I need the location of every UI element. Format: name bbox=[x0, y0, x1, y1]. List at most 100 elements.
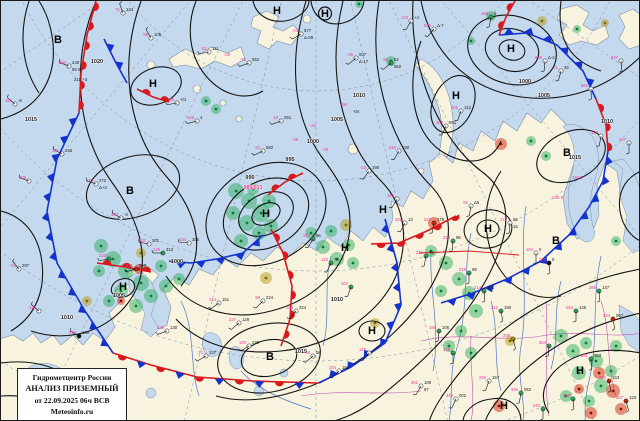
svg-text:251: 251 bbox=[411, 380, 419, 385]
svg-text:243: 243 bbox=[533, 403, 541, 408]
svg-text:112: 112 bbox=[464, 105, 471, 110]
svg-text:178: 178 bbox=[443, 347, 451, 352]
svg-text:75: 75 bbox=[429, 250, 434, 255]
svg-text:211: 211 bbox=[491, 305, 498, 310]
svg-text:0: 0 bbox=[494, 11, 497, 16]
svg-text:98: 98 bbox=[383, 57, 388, 62]
svg-text:-10: -10 bbox=[360, 165, 367, 170]
svg-text:297: 297 bbox=[22, 263, 30, 268]
svg-text:-45: -45 bbox=[347, 52, 354, 57]
svg-text:194: 194 bbox=[526, 247, 534, 252]
svg-text:91: 91 bbox=[463, 200, 468, 205]
svg-text:72: 72 bbox=[334, 257, 339, 262]
svg-text:Н: Н bbox=[119, 281, 127, 293]
svg-text:185: 185 bbox=[387, 193, 395, 198]
svg-text:123: 123 bbox=[629, 395, 637, 400]
island-small-7 bbox=[302, 14, 312, 24]
svg-text:13: 13 bbox=[408, 217, 413, 222]
svg-text:В: В bbox=[126, 185, 134, 197]
svg-text:1010: 1010 bbox=[331, 297, 343, 303]
svg-text:210 +3: 210 +3 bbox=[74, 77, 88, 82]
svg-text:Н: Н bbox=[262, 208, 270, 220]
svg-text:267: 267 bbox=[616, 395, 624, 400]
svg-text:120: 120 bbox=[591, 130, 599, 135]
svg-text:169: 169 bbox=[82, 330, 90, 335]
svg-text:253: 253 bbox=[599, 375, 607, 380]
svg-text:15: 15 bbox=[201, 46, 206, 51]
svg-text:-01: -01 bbox=[180, 97, 187, 102]
svg-text:062: 062 bbox=[524, 387, 532, 392]
right-edge-bay bbox=[612, 158, 639, 254]
svg-text:98: 98 bbox=[255, 295, 260, 300]
svg-text:1020: 1020 bbox=[91, 59, 103, 65]
svg-text:1010: 1010 bbox=[601, 119, 613, 125]
svg-text:-28: -28 bbox=[224, 52, 231, 57]
svg-text:165: 165 bbox=[395, 217, 403, 222]
legend-datetime: от 22.09.2025 06ч ВСВ bbox=[34, 395, 110, 405]
svg-text:364: 364 bbox=[539, 340, 547, 345]
svg-text:219: 219 bbox=[416, 250, 424, 255]
svg-text:4: 4 bbox=[200, 115, 203, 120]
svg-text:02: 02 bbox=[394, 57, 399, 62]
island-severnaya-zemlya bbox=[556, 4, 610, 46]
svg-text:104: 104 bbox=[179, 237, 187, 242]
svg-text:190: 190 bbox=[504, 305, 512, 310]
svg-text:099: 099 bbox=[139, 263, 147, 268]
svg-text:101: 101 bbox=[451, 105, 459, 110]
svg-text:191: 191 bbox=[52, 148, 60, 153]
svg-text:210: 210 bbox=[389, 145, 397, 150]
lake-ladoga bbox=[202, 332, 222, 357]
svg-text:-3: -3 bbox=[124, 212, 128, 217]
svg-text:104: 104 bbox=[329, 365, 337, 370]
svg-text:067: 067 bbox=[616, 313, 624, 318]
svg-text:130: 130 bbox=[170, 325, 178, 330]
svg-text:Н: Н bbox=[484, 223, 492, 235]
svg-text:-79: -79 bbox=[322, 147, 329, 152]
svg-text:158: 158 bbox=[481, 11, 489, 16]
svg-text:1005: 1005 bbox=[113, 293, 125, 299]
svg-text:68: 68 bbox=[305, 350, 310, 355]
svg-text:1015: 1015 bbox=[25, 117, 37, 123]
svg-text:Н: Н bbox=[500, 400, 508, 412]
island-small-5 bbox=[347, 143, 359, 155]
island-small-4 bbox=[235, 115, 243, 123]
svg-text:56: 56 bbox=[316, 233, 321, 238]
svg-text:581: 581 bbox=[581, 83, 589, 88]
svg-text:036: 036 bbox=[535, 55, 543, 60]
svg-text:-90: -90 bbox=[341, 102, 348, 107]
svg-text:56: 56 bbox=[169, 97, 174, 102]
lake-small-3 bbox=[145, 387, 157, 399]
svg-text:96: 96 bbox=[456, 235, 461, 240]
svg-text:301: 301 bbox=[152, 238, 160, 243]
svg-text:98: 98 bbox=[143, 32, 148, 37]
svg-text:+4: +4 bbox=[414, 15, 420, 20]
svg-text:172: 172 bbox=[500, 217, 508, 222]
legend-org: Гидрометцентр России bbox=[32, 373, 112, 382]
svg-text:145: 145 bbox=[579, 305, 587, 310]
svg-text:-22: -22 bbox=[254, 145, 261, 150]
svg-text:Н: Н bbox=[576, 365, 584, 377]
svg-text:144: 144 bbox=[209, 297, 217, 302]
svg-text:97: 97 bbox=[424, 387, 429, 392]
svg-text:Δ+3: Δ+3 bbox=[99, 185, 107, 190]
svg-text:В: В bbox=[266, 351, 274, 363]
svg-text:141: 141 bbox=[126, 263, 134, 268]
svg-text:-23: -23 bbox=[292, 28, 299, 33]
svg-text:15: 15 bbox=[513, 224, 518, 229]
svg-text:10: 10 bbox=[273, 115, 278, 120]
svg-text:Δ-2: Δ-2 bbox=[548, 55, 555, 60]
svg-text:101: 101 bbox=[487, 285, 495, 290]
svg-text:272: 272 bbox=[99, 178, 107, 183]
svg-text:Н: Н bbox=[507, 43, 515, 55]
svg-text:98 6: 98 6 bbox=[72, 67, 81, 72]
svg-text:216: 216 bbox=[459, 267, 467, 272]
svg-text:70: 70 bbox=[198, 350, 203, 355]
svg-text:1015: 1015 bbox=[569, 155, 581, 161]
svg-text:151: 151 bbox=[222, 297, 230, 302]
svg-text:288: 288 bbox=[589, 285, 597, 290]
svg-text:В: В bbox=[54, 34, 62, 46]
svg-text:1005: 1005 bbox=[538, 93, 550, 99]
svg-text:229: 229 bbox=[252, 340, 260, 345]
